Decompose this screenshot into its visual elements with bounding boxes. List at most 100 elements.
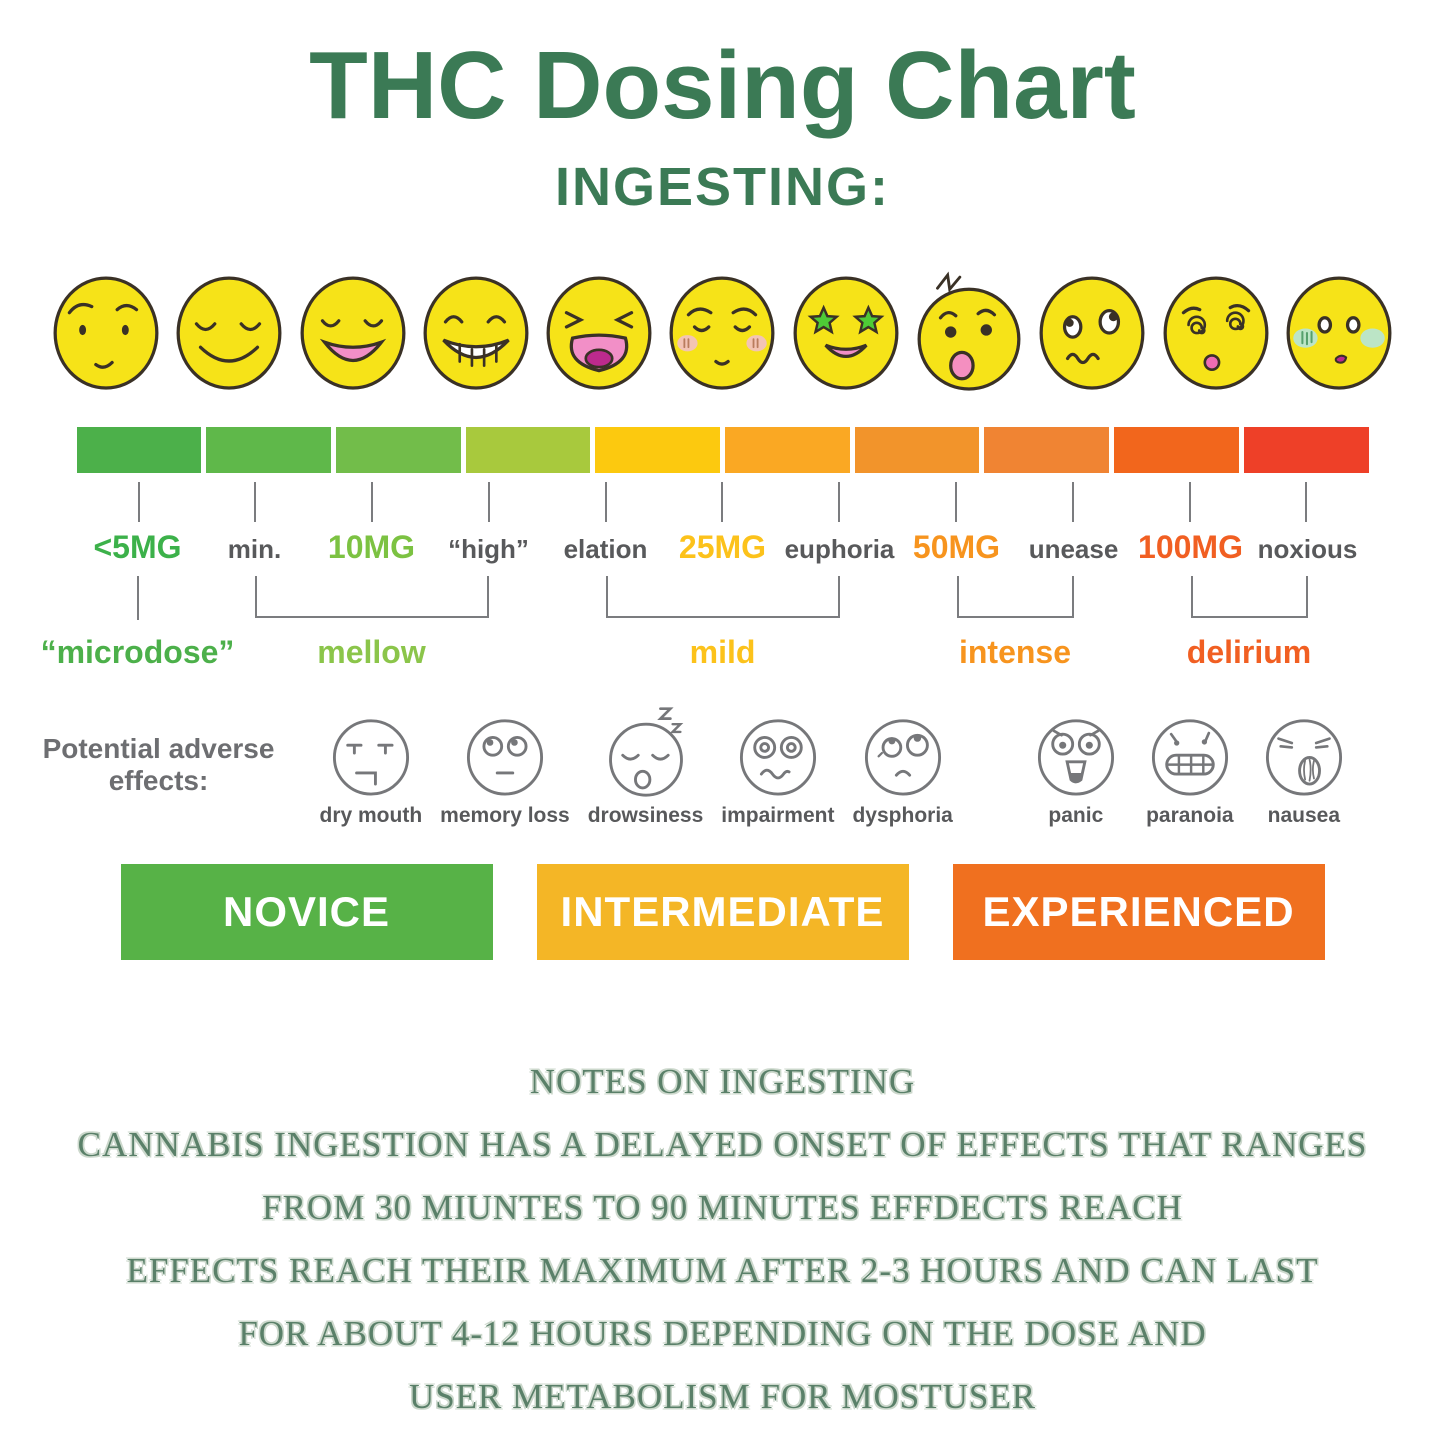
scale-tick bbox=[137, 482, 140, 523]
adverse-item-label: nausea bbox=[1267, 804, 1341, 828]
scale-tick bbox=[1305, 482, 1308, 523]
group-label: mellow bbox=[317, 634, 426, 671]
nausea-icon bbox=[1265, 719, 1342, 796]
notes-line: CANNABIS INGESTION HAS A DELAYED ONSET O… bbox=[77, 1125, 1368, 1165]
scale-label: 100MG bbox=[1138, 529, 1243, 566]
adverse-item: panic bbox=[1028, 702, 1124, 828]
blushing-face-icon bbox=[666, 271, 778, 391]
intermediate-button: INTERMEDIATE bbox=[536, 864, 909, 961]
notes-line: FROM 30 MIUNTES TO 90 MINUTES EFFDECTS R… bbox=[262, 1188, 1183, 1228]
scale-segment bbox=[854, 427, 980, 474]
group-label: “microdose” bbox=[40, 634, 235, 671]
scale-tick bbox=[1071, 482, 1074, 523]
scale-ticks bbox=[137, 482, 1308, 523]
mellow-bracket bbox=[254, 576, 489, 619]
scale-segment bbox=[595, 427, 721, 474]
curious-face-icon bbox=[50, 271, 162, 391]
adverse-effects-label: Potential adverse effects: bbox=[42, 732, 275, 797]
adverse-item-label: drowsiness bbox=[587, 804, 704, 828]
scale-label: 50MG bbox=[912, 529, 1001, 566]
scale-tick bbox=[1188, 482, 1191, 523]
scale-tick bbox=[721, 482, 724, 523]
novice-button: NOVICE bbox=[120, 864, 493, 961]
scale-segment bbox=[206, 427, 331, 474]
scale-tick bbox=[254, 482, 257, 523]
scale-label: 10MG bbox=[327, 529, 416, 566]
scale-label: 25MG bbox=[678, 529, 767, 566]
scale-tick bbox=[838, 482, 841, 523]
adverse-item: memory loss bbox=[440, 702, 570, 828]
scale-segment bbox=[1243, 427, 1369, 474]
adverse-item: dysphoria bbox=[852, 702, 953, 828]
mood-faces-row bbox=[50, 271, 1395, 391]
page-title: THC Dosing Chart bbox=[309, 32, 1136, 139]
scale-tick bbox=[371, 482, 374, 523]
scale-label: min. bbox=[227, 534, 282, 565]
adverse-item-label: dry mouth bbox=[319, 804, 423, 828]
dizzy-face-icon bbox=[1160, 271, 1272, 391]
scale-label: noxious bbox=[1257, 534, 1358, 565]
scale-segment bbox=[335, 427, 461, 474]
group-brackets bbox=[136, 576, 1308, 622]
scale-label: elation bbox=[563, 534, 648, 565]
adverse-item-label: memory loss bbox=[440, 804, 570, 828]
group-label: mild bbox=[689, 634, 756, 671]
content-face-icon bbox=[173, 271, 285, 391]
page-subtitle: INGESTING: bbox=[554, 156, 890, 217]
scale-tick bbox=[955, 482, 958, 523]
adverse-item-label: panic bbox=[1048, 804, 1104, 828]
notes-line: USER METABOLISM FOR MOSTUSER bbox=[408, 1377, 1037, 1417]
notes-line: FOR ABOUT 4-12 HOURS DEPENDING ON THE DO… bbox=[238, 1314, 1207, 1354]
scale-label: unease bbox=[1028, 534, 1119, 565]
impairment-icon bbox=[739, 719, 816, 796]
confused-face-icon bbox=[1036, 271, 1148, 391]
memory-loss-icon bbox=[466, 719, 543, 796]
scale-segment bbox=[725, 427, 850, 474]
scale-segment bbox=[465, 427, 591, 474]
adverse-item: drowsiness bbox=[587, 702, 704, 828]
dose-scale-bar bbox=[76, 427, 1369, 474]
group-label: delirium bbox=[1186, 634, 1312, 671]
adverse-item: paranoia bbox=[1142, 702, 1238, 828]
adverse-item-label: paranoia bbox=[1146, 804, 1234, 828]
shocked-face-icon bbox=[913, 271, 1025, 391]
notes-section: NOTES ON INGESTING CANNABIS INGESTION HA… bbox=[0, 1050, 1445, 1428]
adverse-item: dry mouth bbox=[319, 702, 423, 828]
scale-label: <5MG bbox=[93, 529, 182, 566]
scale-tick bbox=[487, 482, 490, 523]
scale-labels: <5MG min. 10MG “high” elation 25MG eupho… bbox=[93, 526, 1357, 570]
microdose-tick bbox=[136, 576, 139, 621]
nauseated-face-icon bbox=[1283, 271, 1395, 391]
scale-label: euphoria bbox=[784, 534, 895, 565]
star-eyes-face-icon bbox=[790, 271, 902, 391]
experienced-button: EXPERIENCED bbox=[952, 864, 1325, 961]
delirium-bracket bbox=[1190, 576, 1308, 619]
experience-levels: NOVICE INTERMEDIATE EXPERIENCED bbox=[0, 864, 1445, 961]
group-labels: “microdose” mellow mild intense delirium bbox=[41, 634, 1312, 676]
adverse-item: impairment bbox=[721, 702, 834, 828]
mild-bracket bbox=[605, 576, 840, 619]
scale-tick bbox=[604, 482, 607, 523]
adverse-item: nausea bbox=[1256, 702, 1352, 828]
scale-segment bbox=[984, 427, 1110, 474]
grinning-face-icon bbox=[420, 271, 532, 391]
laughing-face-icon bbox=[543, 271, 655, 391]
dry-mouth-icon bbox=[332, 719, 409, 796]
adverse-item-label: dysphoria bbox=[852, 804, 953, 828]
scale-label: “high” bbox=[448, 534, 529, 565]
group-label: intense bbox=[958, 634, 1072, 671]
drowsiness-icon bbox=[608, 707, 683, 797]
intense-bracket bbox=[956, 576, 1074, 619]
dysphoria-icon bbox=[864, 719, 941, 796]
scale-segment bbox=[1114, 427, 1239, 474]
notes-line: EFFECTS REACH THEIR MAXIMUM AFTER 2-3 HO… bbox=[126, 1251, 1319, 1291]
big-smile-face-icon bbox=[297, 271, 409, 391]
panic-icon bbox=[1037, 719, 1114, 796]
notes-line: NOTES ON INGESTING bbox=[529, 1062, 916, 1102]
adverse-effects-section: Potential adverse effects: dry mouth mem… bbox=[33, 702, 1413, 828]
paranoia-icon bbox=[1151, 719, 1228, 796]
adverse-item-label: impairment bbox=[721, 804, 835, 828]
scale-segment bbox=[76, 427, 202, 474]
adverse-effects-items: dry mouth memory loss drowsiness bbox=[311, 702, 1361, 828]
